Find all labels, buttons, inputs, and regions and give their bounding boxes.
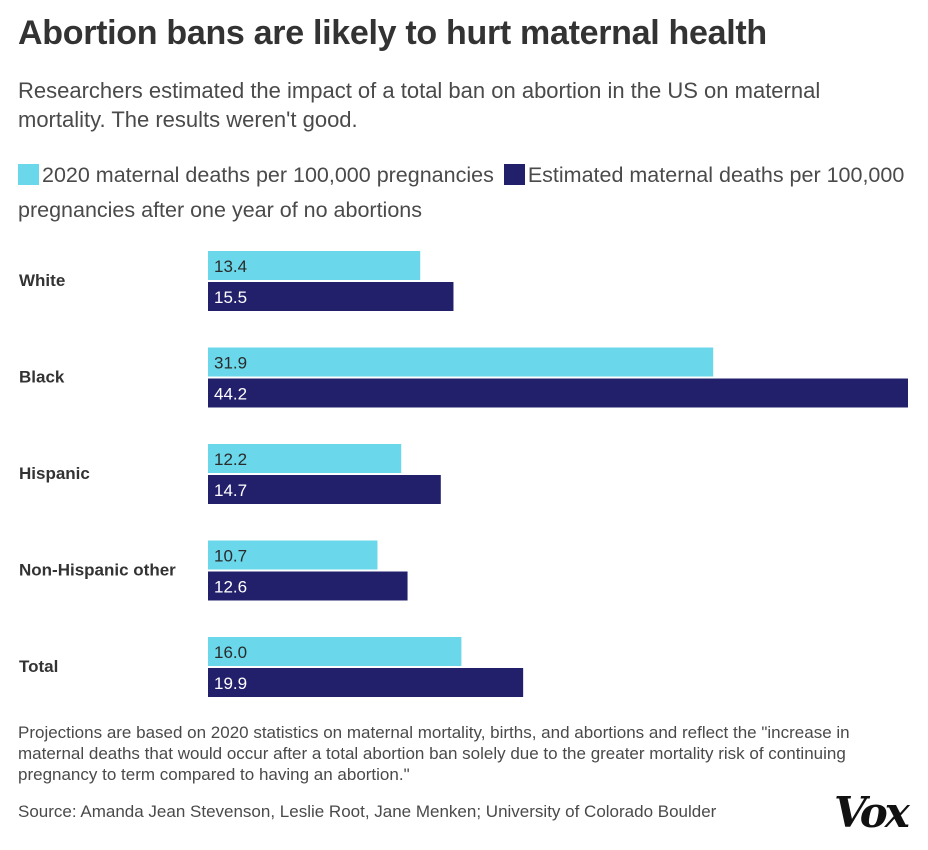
bar-non-hispanic-other-series-0 [208, 540, 378, 570]
vox-logo: Vox [834, 788, 910, 837]
bar-hispanic-series-1 [208, 475, 441, 504]
data-label-hispanic-series-1: 14.7 [214, 481, 247, 500]
bar-hispanic-series-0 [208, 444, 402, 473]
data-label-total-series-0: 16.0 [214, 643, 247, 662]
bar-total-series-0 [208, 637, 462, 666]
chart-title: Abortion bans are likely to hurt materna… [18, 14, 767, 52]
bar-total-series-1 [208, 668, 524, 697]
data-label-white-series-1: 15.5 [214, 288, 247, 307]
source-line: Source: Amanda Jean Stevenson, Leslie Ro… [18, 802, 717, 821]
legend: 2020 maternal deaths per 100,000 pregnan… [18, 158, 918, 228]
legend-item-2020: 2020 maternal deaths per 100,000 pregnan… [18, 163, 494, 187]
legend-label-2020: 2020 maternal deaths per 100,000 pregnan… [42, 163, 494, 187]
legend-swatch-2020 [18, 164, 39, 185]
category-label-white: White [19, 271, 65, 290]
legend-item-estimated: Estimated maternal deaths per 100,000 pr… [18, 163, 904, 222]
data-label-non-hispanic-other-series-0: 10.7 [214, 547, 247, 566]
data-label-non-hispanic-other-series-1: 12.6 [214, 578, 247, 597]
data-label-hispanic-series-0: 12.2 [214, 450, 247, 469]
data-label-total-series-1: 19.9 [214, 674, 247, 693]
category-label-total: Total [19, 657, 58, 676]
legend-swatch-estimated [503, 164, 525, 185]
category-label-black: Black [19, 368, 65, 387]
legend-label-estimated: Estimated maternal deaths per 100,000 pr… [18, 163, 905, 222]
data-label-black-series-0: 31.9 [214, 354, 247, 373]
bar-black-series-1 [208, 378, 908, 408]
chart-subtitle: Researchers estimated the impact of a to… [18, 78, 821, 132]
methodology-note: Projections are based on 2020 statistics… [18, 723, 850, 784]
bar-white-series-0 [208, 251, 421, 280]
bar-chart: White 13.4 15.5 Black 31.9 44.2 Hispanic 12.2 14… [19, 251, 908, 697]
bar-non-hispanic-other-series-1 [208, 571, 408, 601]
data-label-black-series-1: 44.2 [214, 385, 247, 404]
data-label-white-series-0: 13.4 [214, 257, 247, 276]
category-label-non-hispanic-other: Non-Hispanic other [19, 561, 176, 580]
bar-white-series-1 [208, 282, 454, 311]
category-label-hispanic: Hispanic [19, 464, 90, 483]
bar-black-series-0 [208, 347, 714, 377]
